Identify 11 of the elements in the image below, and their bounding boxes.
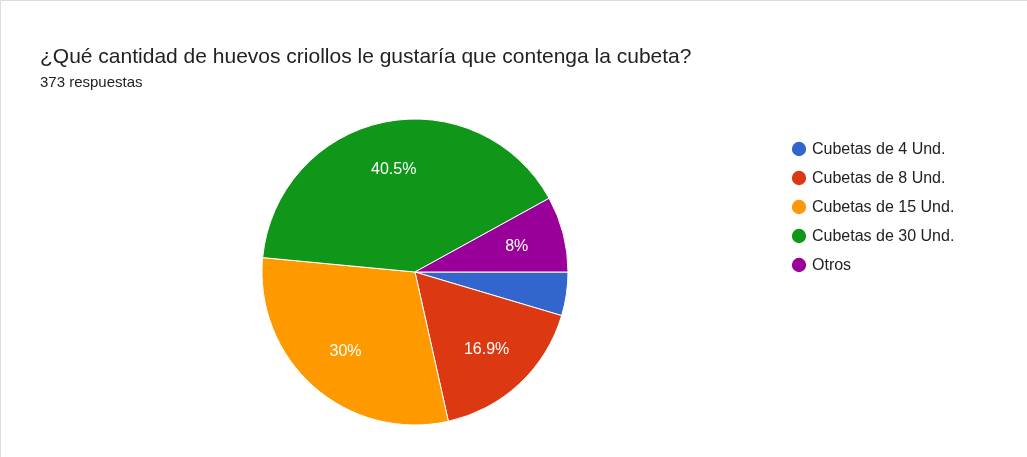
legend-label: Otros (812, 256, 852, 273)
data-label: 30% (329, 341, 362, 359)
legend-label: Cubetas de 4 Und. (812, 140, 946, 157)
chart-title: ¿Qué cantidad de huevos criollos le gustaría que contenga la cubeta? (40, 44, 692, 67)
text: 373 respuestas (40, 73, 143, 90)
legend-label: Cubetas de 15 Und. (812, 198, 955, 215)
data-label: 40.5% (371, 160, 417, 178)
legend-label: Cubetas de 8 Und. (812, 169, 946, 186)
legend-label: Cubetas de 30 Und. (812, 227, 955, 244)
data-label: 8% (505, 236, 529, 254)
data-label: 16.9% (463, 339, 510, 357)
